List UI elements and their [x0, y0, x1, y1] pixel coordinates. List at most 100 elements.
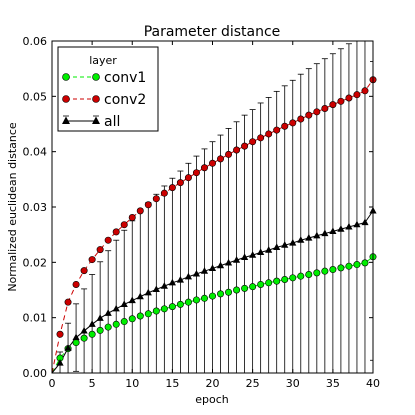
data-point	[361, 87, 369, 95]
data-point	[329, 101, 337, 109]
data-point	[225, 288, 233, 296]
data-point	[337, 264, 345, 272]
data-point	[249, 138, 257, 146]
data-point	[321, 105, 329, 113]
data-point	[241, 142, 249, 150]
data-point	[353, 91, 361, 99]
data-point	[200, 267, 209, 274]
x-tick-label: 15	[165, 377, 179, 390]
data-point	[120, 300, 128, 307]
data-point	[152, 195, 160, 203]
data-point	[200, 294, 208, 302]
data-point	[88, 256, 96, 264]
x-tick-label: 25	[246, 377, 260, 390]
data-point	[337, 97, 345, 105]
data-point	[305, 111, 313, 119]
data-point	[257, 280, 265, 288]
data-point	[56, 359, 64, 366]
x-axis-label: epoch	[195, 393, 229, 406]
data-point	[208, 264, 217, 272]
data-point	[104, 236, 112, 244]
data-point	[345, 94, 353, 102]
series-markers-all	[56, 206, 377, 366]
data-point	[64, 298, 72, 306]
data-point	[80, 334, 88, 342]
data-point	[136, 207, 144, 215]
data-point	[128, 214, 136, 222]
data-point	[136, 292, 144, 300]
data-point	[289, 274, 297, 282]
data-point	[225, 150, 233, 158]
y-tick-label: 0.00	[23, 367, 48, 380]
x-tick-label: 35	[326, 377, 340, 390]
x-tick-label: 20	[206, 377, 220, 390]
legend-title: layer	[89, 54, 117, 67]
data-point	[345, 222, 353, 230]
data-point	[144, 288, 152, 296]
data-point	[120, 221, 128, 229]
data-point	[216, 261, 225, 269]
data-point	[96, 246, 104, 254]
data-point	[72, 333, 80, 341]
data-point	[104, 309, 112, 316]
data-point	[160, 282, 168, 289]
data-point	[176, 276, 184, 283]
data-point	[361, 218, 369, 226]
data-point	[265, 246, 273, 253]
data-point	[313, 231, 321, 239]
data-point	[217, 290, 225, 298]
data-point	[313, 269, 321, 277]
data-point	[305, 271, 313, 279]
data-point	[257, 248, 265, 255]
data-point	[160, 189, 168, 197]
legend-marker-all	[62, 116, 70, 124]
data-point	[257, 134, 265, 142]
y-tick-label: 0.03	[23, 201, 48, 214]
data-point	[88, 330, 96, 338]
data-point	[217, 155, 225, 163]
x-tick-label: 30	[286, 377, 300, 390]
data-point	[56, 330, 64, 338]
data-point	[72, 280, 80, 288]
data-point	[337, 225, 345, 232]
series-markers-conv1	[56, 253, 377, 362]
data-point	[112, 320, 120, 328]
chart-title: Parameter distance	[144, 24, 281, 40]
data-point	[273, 126, 281, 134]
data-point	[241, 253, 249, 260]
data-point	[80, 326, 88, 334]
x-tick-label: 0	[49, 377, 56, 390]
data-point	[144, 310, 152, 318]
data-point	[297, 115, 305, 123]
legend-marker-conv1	[62, 73, 70, 81]
data-point	[233, 146, 241, 154]
data-point	[176, 300, 184, 308]
data-point	[112, 228, 120, 236]
y-axis-label: Normalized euclidean distance	[6, 122, 19, 292]
data-point	[289, 238, 297, 246]
data-point	[249, 251, 257, 258]
data-point	[241, 284, 249, 292]
legend-label-conv1: conv1	[104, 70, 146, 86]
legend-marker-conv1	[92, 73, 100, 81]
data-point	[120, 318, 128, 326]
data-point	[168, 184, 176, 192]
y-tick-label: 0.01	[23, 312, 48, 325]
data-point	[273, 243, 281, 250]
data-point	[224, 258, 233, 266]
data-point	[329, 266, 337, 274]
data-point	[192, 296, 200, 304]
legend: layer conv1 conv2 all	[57, 46, 159, 132]
legend-label-conv2: conv2	[104, 92, 146, 108]
data-point	[321, 267, 329, 275]
data-point	[128, 315, 136, 323]
data-point	[297, 272, 305, 280]
data-point	[313, 108, 321, 116]
data-point	[353, 220, 361, 228]
y-tick-label: 0.02	[23, 256, 48, 269]
data-point	[128, 296, 136, 304]
data-point	[232, 256, 241, 263]
legend-marker-all	[92, 116, 100, 124]
data-point	[209, 159, 217, 167]
